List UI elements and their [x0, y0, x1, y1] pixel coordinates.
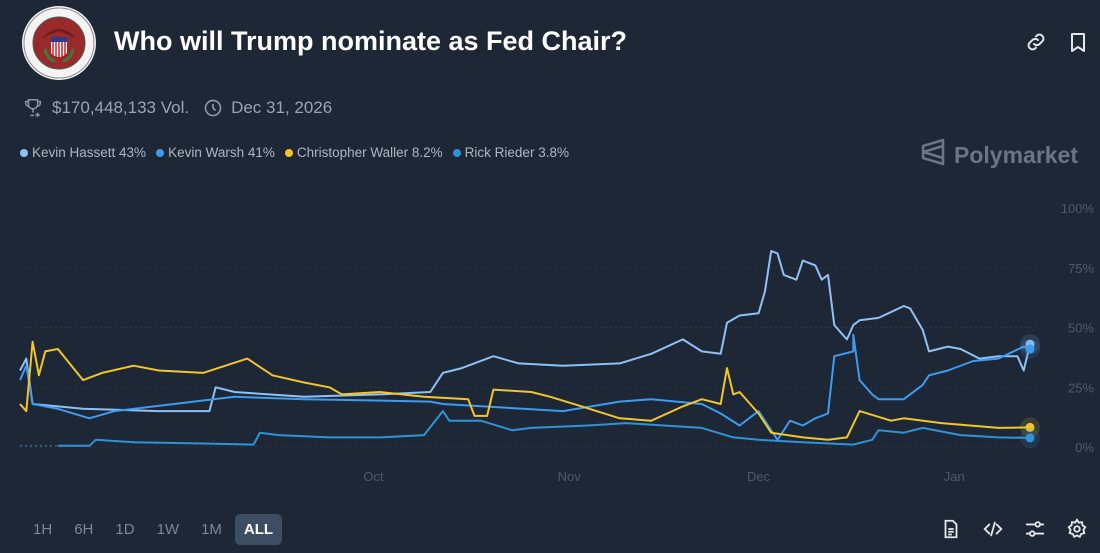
document-icon[interactable] [940, 518, 962, 540]
series-end-dot [1025, 422, 1035, 432]
range-all[interactable]: ALL [234, 514, 283, 545]
series-line-kevin-hassett [19, 250, 1031, 413]
market-meta: $170,448,133 Vol. Dec 31, 2026 [22, 97, 332, 119]
chart-legend: Kevin Hassett 43% Kevin Warsh 41% Christ… [20, 145, 569, 160]
polymarket-logo-icon [920, 138, 946, 172]
range-1w[interactable]: 1W [156, 521, 180, 538]
settings-gear-icon[interactable] [1066, 518, 1088, 540]
y-tick-label: 75% [1068, 261, 1094, 276]
series-end-dot [1025, 344, 1035, 354]
legend-dot [284, 148, 293, 157]
legend-item-waller: Christopher Waller 8.2% [284, 145, 443, 160]
market-title: Who will Trump nominate as Fed Chair? [114, 26, 628, 56]
range-1m[interactable]: 1M [201, 521, 222, 538]
y-tick-label: 0% [1075, 440, 1094, 455]
legend-label: Rick Rieder 3.8% [464, 145, 569, 160]
series-line-kevin-warsh [19, 333, 1031, 441]
y-tick-label: 50% [1068, 321, 1094, 336]
chart-toolbar [940, 518, 1088, 540]
series-line-rick-rieder [57, 410, 1031, 447]
sliders-icon[interactable] [1024, 518, 1046, 540]
legend-item-warsh: Kevin Warsh 41% [156, 145, 275, 160]
fed-seal-logo [21, 5, 97, 81]
end-date-text: Dec 31, 2026 [231, 98, 333, 117]
legend-item-rieder: Rick Rieder 3.8% [452, 145, 569, 160]
clock-icon [203, 98, 223, 118]
volume-text: $170,448,133 Vol. [52, 98, 190, 117]
y-tick-label: 100% [1061, 201, 1095, 216]
range-1d[interactable]: 1D [115, 521, 135, 538]
time-range-selector: 1H 6H 1D 1W 1M ALL [24, 514, 283, 545]
polymarket-brand: Polymarket [920, 138, 1078, 172]
x-tick-label: Oct [363, 469, 384, 484]
series-line-christopher-waller [19, 340, 1031, 441]
link-icon[interactable] [1024, 30, 1048, 54]
y-tick-label: 25% [1068, 380, 1094, 395]
legend-label: Christopher Waller 8.2% [296, 145, 443, 160]
x-tick-label: Nov [558, 469, 582, 484]
legend-dot [156, 148, 165, 157]
trophy-icon [22, 97, 44, 119]
series-end-dot [1025, 433, 1035, 443]
legend-item-hassett: Kevin Hassett 43% [20, 145, 146, 160]
legend-dot [452, 148, 461, 157]
range-6h[interactable]: 6H [74, 521, 94, 538]
bookmark-icon[interactable] [1066, 30, 1090, 54]
embed-code-icon[interactable] [982, 518, 1004, 540]
x-tick-label: Jan [944, 469, 965, 484]
legend-label: Kevin Hassett 43% [32, 145, 147, 160]
brand-name: Polymarket [954, 141, 1079, 168]
legend-label: Kevin Warsh 41% [168, 145, 275, 160]
legend-dot [20, 148, 28, 157]
x-tick-label: Dec [747, 469, 771, 484]
range-1h[interactable]: 1H [33, 521, 53, 538]
